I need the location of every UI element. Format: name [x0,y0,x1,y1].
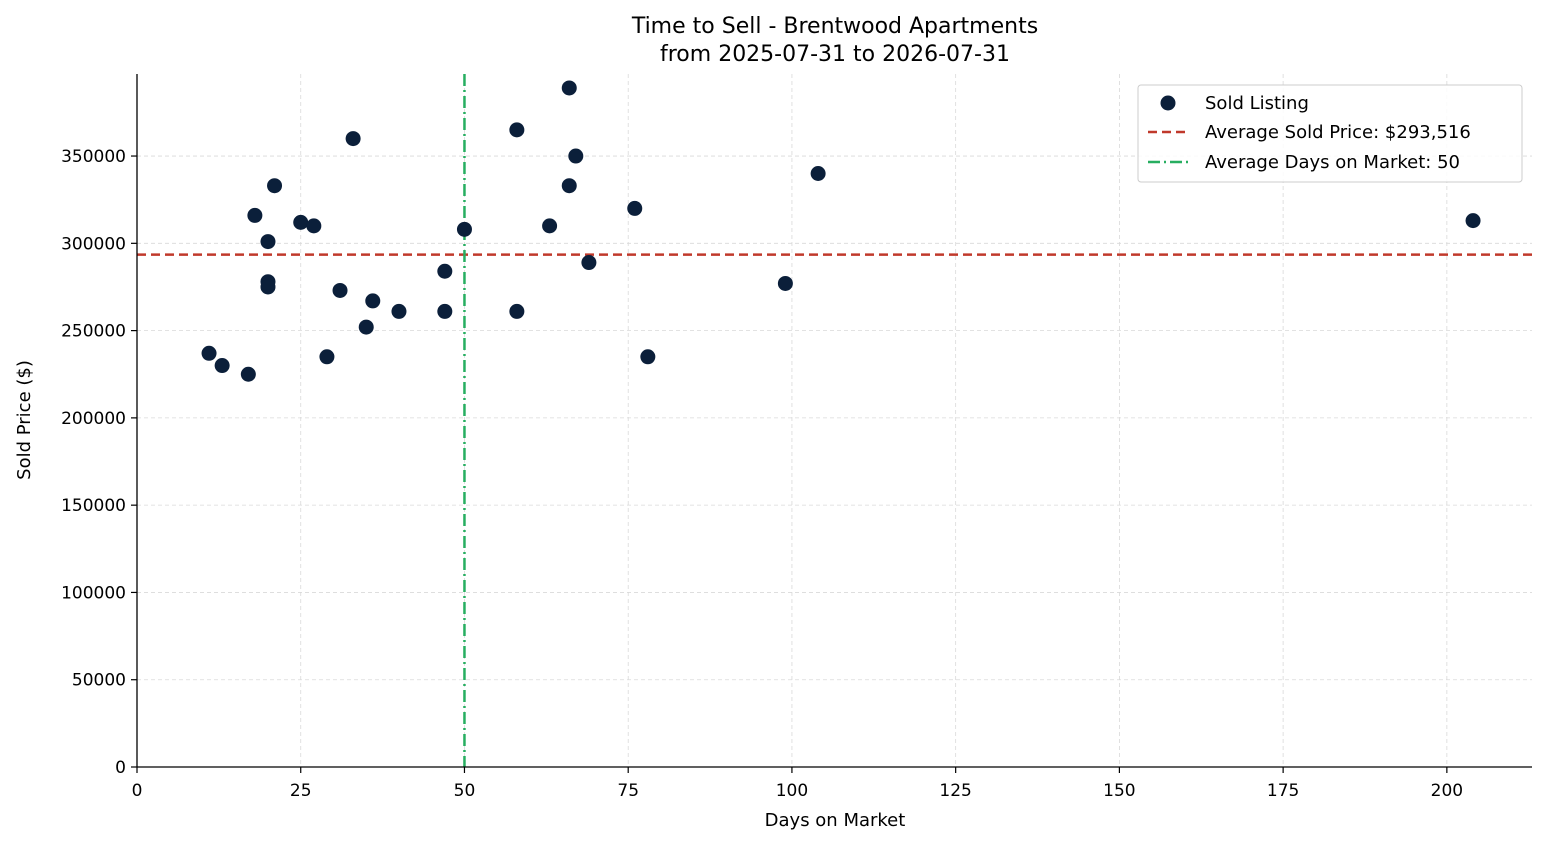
legend-marker-sold-listing [1160,95,1176,111]
x-tick-label: 200 [1431,781,1463,801]
data-point [561,178,577,194]
legend-label-sold-listing: Sold Listing [1205,93,1309,114]
data-point [293,214,309,230]
y-axis-label: Sold Price ($) [14,360,35,480]
x-tick-label: 25 [290,781,312,801]
axes [136,74,1532,768]
data-point [201,345,217,361]
data-point [345,131,361,147]
data-point [1465,213,1481,229]
data-point [456,221,472,237]
data-point [358,319,374,335]
data-point [260,279,276,295]
data-points [201,80,1481,382]
data-point [214,358,230,374]
data-point [365,293,381,309]
data-point [319,349,335,365]
data-point [306,218,322,234]
x-tick-label: 0 [132,781,143,801]
data-point [509,122,525,138]
data-point [640,349,656,365]
x-tick-label: 150 [1103,781,1135,801]
data-point [267,178,283,194]
data-point [391,303,407,319]
data-point [627,200,643,216]
data-point [810,165,826,181]
data-point [581,255,597,271]
legend-label-avg-price: Average Sold Price: $293,516 [1205,122,1471,143]
y-tick-label: 250000 [61,322,126,342]
data-point [240,366,256,382]
x-tick-label: 125 [939,781,971,801]
data-point [568,148,584,164]
data-point [437,303,453,319]
y-tick-label: 0 [115,758,126,778]
y-axis-ticks: 0 50000 100000 150000 200000 250000 300000 3500… [61,147,137,778]
x-tick-label: 75 [617,781,639,801]
x-axis-label: Days on Market [765,810,906,831]
chart-title-line-1: Time to Sell - Brentwood Apartments [631,14,1038,39]
reference-lines [137,74,1532,767]
data-point [332,282,348,298]
x-axis-ticks: 0 25 50 75 100 125 150 175 200 [132,767,1463,801]
y-tick-label: 300000 [61,234,126,254]
data-point [561,80,577,96]
data-point [437,263,453,279]
x-tick-label: 175 [1267,781,1299,801]
x-tick-label: 50 [454,781,476,801]
data-point [542,218,558,234]
y-tick-label: 100000 [61,583,126,603]
y-tick-label: 150000 [61,496,126,516]
y-tick-label: 350000 [61,147,126,167]
data-point [777,275,793,291]
data-point [260,234,276,250]
legend-label-avg-days: Average Days on Market: 50 [1205,152,1460,173]
data-point [509,303,525,319]
y-tick-label: 200000 [61,409,126,429]
x-tick-label: 100 [776,781,808,801]
legend-box [1137,84,1523,183]
legend: Sold Listing Average Sold Price: $293,51… [1137,84,1523,183]
y-tick-label: 50000 [72,671,126,691]
data-point [247,207,263,223]
chart-title-line-2: from 2025-07-31 to 2026-07-31 [660,42,1010,67]
